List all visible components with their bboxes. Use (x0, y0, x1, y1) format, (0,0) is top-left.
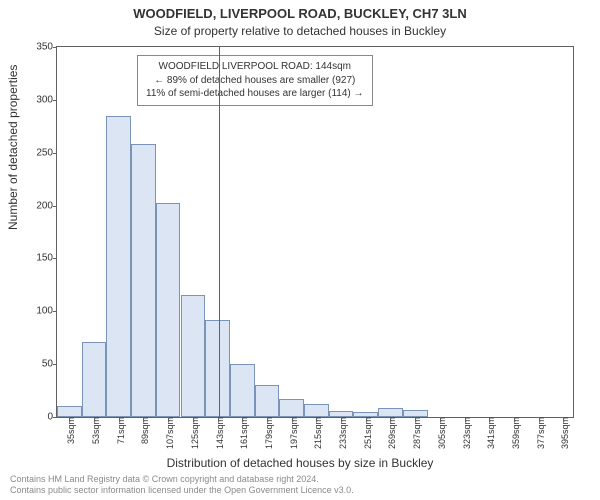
page-subtitle: Size of property relative to detached ho… (0, 24, 600, 38)
x-tick-label: 287sqm (408, 417, 422, 449)
x-tick-label: 35sqm (62, 417, 76, 444)
x-tick-label: 53sqm (87, 417, 101, 444)
x-tick-mark (440, 417, 441, 421)
x-tick-mark (242, 417, 243, 421)
x-tick-mark (316, 417, 317, 421)
x-tick-mark (119, 417, 120, 421)
x-tick-mark (292, 417, 293, 421)
footer-line: Contains HM Land Registry data © Crown c… (10, 474, 354, 485)
histogram-bar (403, 410, 428, 417)
histogram-bar (353, 412, 378, 417)
footer-line: Contains public sector information licen… (10, 485, 354, 496)
property-marker-line (219, 47, 221, 417)
x-axis-label: Distribution of detached houses by size … (0, 456, 600, 470)
histogram-bar (181, 295, 206, 417)
x-tick-label: 251sqm (359, 417, 373, 449)
x-tick-label: 341sqm (482, 417, 496, 449)
x-tick-mark (539, 417, 540, 421)
x-tick-label: 215sqm (309, 417, 323, 449)
x-tick-label: 179sqm (260, 417, 274, 449)
histogram-bar (82, 342, 107, 417)
y-tick-mark (53, 258, 57, 259)
y-tick-mark (53, 206, 57, 207)
histogram-plot: WOODFIELD LIVERPOOL ROAD: 144sqm ← 89% o… (56, 46, 574, 418)
x-tick-label: 359sqm (507, 417, 521, 449)
y-axis-label: Number of detached properties (6, 65, 20, 230)
x-tick-mark (168, 417, 169, 421)
x-tick-label: 197sqm (285, 417, 299, 449)
histogram-bar (156, 203, 181, 417)
histogram-bar (106, 116, 131, 417)
y-tick-mark (53, 153, 57, 154)
annotation-line: WOODFIELD LIVERPOOL ROAD: 144sqm (146, 60, 364, 74)
x-tick-label: 233sqm (334, 417, 348, 449)
x-tick-mark (489, 417, 490, 421)
marker-annotation: WOODFIELD LIVERPOOL ROAD: 144sqm ← 89% o… (137, 55, 373, 106)
x-tick-mark (94, 417, 95, 421)
x-tick-label: 107sqm (161, 417, 175, 449)
annotation-line: ← 89% of detached houses are smaller (92… (146, 74, 364, 88)
x-tick-label: 143sqm (211, 417, 225, 449)
histogram-bar (131, 144, 156, 417)
x-tick-label: 395sqm (556, 417, 570, 449)
page-title: WOODFIELD, LIVERPOOL ROAD, BUCKLEY, CH7 … (0, 6, 600, 21)
histogram-bar (304, 404, 329, 417)
x-tick-mark (415, 417, 416, 421)
x-tick-mark (390, 417, 391, 421)
x-tick-mark (69, 417, 70, 421)
y-tick-mark (53, 417, 57, 418)
x-tick-mark (514, 417, 515, 421)
histogram-bar (57, 406, 82, 417)
histogram-bar (279, 399, 304, 417)
x-tick-label: 125sqm (186, 417, 200, 449)
x-tick-label: 89sqm (136, 417, 150, 444)
x-tick-label: 323sqm (458, 417, 472, 449)
x-tick-mark (143, 417, 144, 421)
x-tick-mark (465, 417, 466, 421)
x-tick-mark (193, 417, 194, 421)
x-tick-mark (218, 417, 219, 421)
histogram-bar (205, 320, 230, 417)
x-tick-mark (366, 417, 367, 421)
x-tick-label: 71sqm (112, 417, 126, 444)
annotation-line: 11% of semi-detached houses are larger (… (146, 87, 364, 101)
y-tick-mark (53, 47, 57, 48)
histogram-bar (255, 385, 280, 417)
histogram-bar (230, 364, 255, 417)
footer-attribution: Contains HM Land Registry data © Crown c… (10, 474, 354, 497)
x-tick-label: 377sqm (532, 417, 546, 449)
x-tick-label: 269sqm (383, 417, 397, 449)
x-tick-mark (341, 417, 342, 421)
y-tick-mark (53, 364, 57, 365)
x-tick-label: 161sqm (235, 417, 249, 449)
histogram-bar (329, 411, 354, 417)
y-tick-mark (53, 100, 57, 101)
x-tick-mark (563, 417, 564, 421)
x-tick-label: 305sqm (433, 417, 447, 449)
x-tick-mark (267, 417, 268, 421)
y-tick-mark (53, 311, 57, 312)
histogram-bar (378, 408, 403, 418)
